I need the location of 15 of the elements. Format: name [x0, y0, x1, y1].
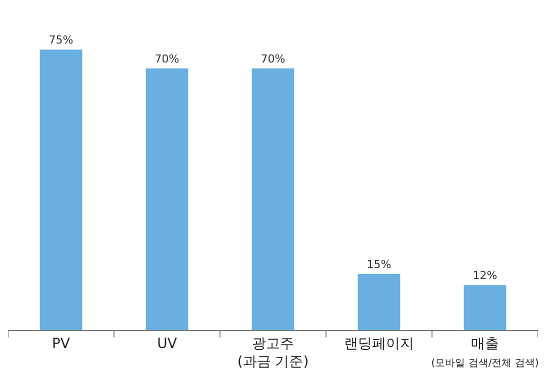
data-label: 15%: [366, 258, 392, 271]
data-label: 70%: [260, 52, 286, 66]
data-label: 75%: [48, 34, 74, 47]
x-tick-label: 매출 (모바일 검색/전체 검색): [431, 336, 539, 369]
x-tick-label: 광고주 (과금 기준): [237, 336, 309, 370]
x-tick-label: PV: [52, 336, 70, 352]
bar: [358, 274, 400, 330]
data-label: 70%: [154, 52, 180, 66]
data-label: 12%: [472, 269, 498, 282]
x-tick-label: UV: [157, 336, 178, 352]
bar: [464, 285, 506, 330]
bar: [146, 68, 188, 330]
x-tick-label: 랜딩페이지: [344, 336, 414, 352]
bar: [252, 68, 294, 330]
bar: [40, 50, 82, 330]
